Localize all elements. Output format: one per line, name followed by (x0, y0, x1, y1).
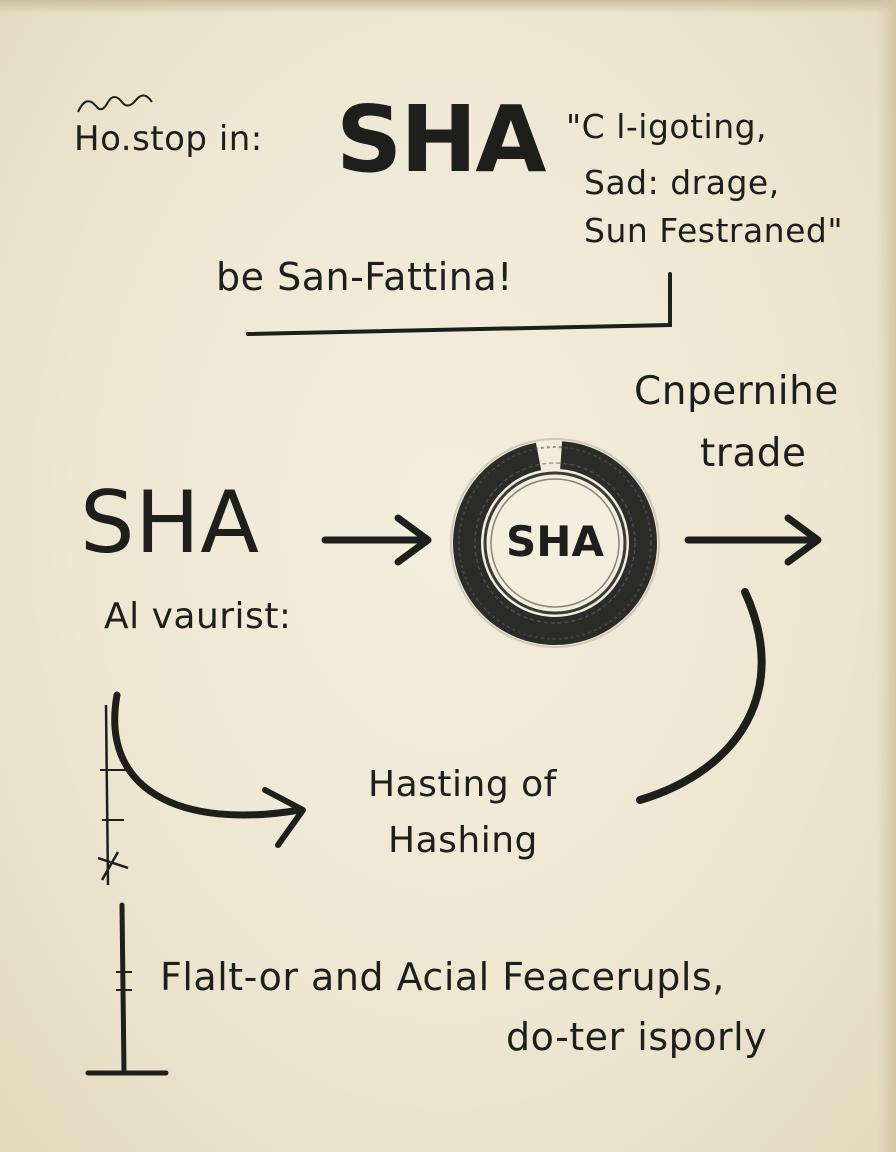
flow-bottom-label-line1: Hasting of (368, 764, 557, 805)
quote-line-3: Sun Festraned" (584, 211, 844, 250)
left-note: Ho.stop in: (74, 119, 263, 159)
arrow-curve-left (111, 691, 306, 848)
paper-top-edge (0, 0, 896, 14)
page-title: SHA (336, 86, 546, 193)
quote-line-1: "C l-igoting, (566, 107, 768, 146)
circle-label: SHA (506, 517, 604, 566)
paper-right-edge (878, 0, 896, 1152)
flow-bottom-label-line2: Hashing (388, 820, 538, 861)
scribble-mark (77, 94, 153, 113)
vertical-ruler-top (97, 704, 129, 886)
curve-right-down (636, 588, 766, 804)
underline-bracket (246, 272, 672, 336)
arrow-right-2 (684, 514, 822, 566)
sha-ring (450, 438, 660, 648)
underline-text: be San-Fattina! (216, 255, 513, 299)
flow-left-sublabel: Al vaurist: (104, 596, 292, 637)
quote-line-2: Sad: drage, (584, 163, 780, 202)
footer-line-1: Flalt-or and Acial Feacerupls, (160, 955, 725, 999)
flow-right-label-line2: trade (700, 431, 807, 476)
flow-right-label-line1: Cnpernihe (634, 369, 839, 414)
footer-line-2: do-ter isporly (506, 1015, 768, 1059)
arrow-right-1 (321, 514, 432, 566)
vertical-ruler-bottom (85, 902, 169, 1076)
flow-left-label: SHA (80, 473, 260, 573)
